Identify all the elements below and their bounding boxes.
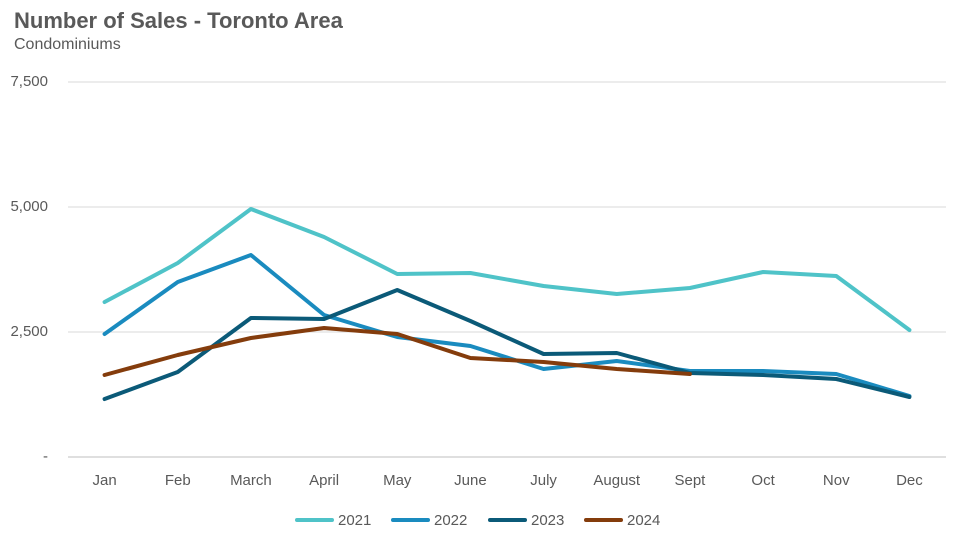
x-tick-label: Feb — [165, 472, 191, 489]
y-tick-label: 2,500 — [10, 323, 48, 340]
x-tick-label: Oct — [751, 472, 775, 489]
series-line — [102, 326, 692, 377]
x-tick-label: August — [593, 472, 641, 489]
legend-label: 2024 — [627, 512, 660, 529]
x-tick-label: Dec — [896, 472, 923, 489]
series-line — [102, 288, 912, 401]
x-tick-label: Jan — [92, 472, 116, 489]
chart-subtitle: Condominiums — [14, 36, 121, 53]
legend-label: 2023 — [531, 512, 564, 529]
x-tick-label: April — [309, 472, 339, 489]
legend-label: 2021 — [338, 512, 371, 529]
x-tick-label: May — [383, 472, 412, 489]
series-line — [102, 253, 912, 398]
y-tick-label: 7,500 — [10, 73, 48, 90]
chart-title: Number of Sales - Toronto Area — [14, 8, 344, 33]
x-tick-label: July — [530, 472, 557, 489]
x-tick-label: Nov — [823, 472, 850, 489]
x-tick-label: June — [454, 472, 487, 489]
legend-label: 2022 — [434, 512, 467, 529]
y-tick-label: - — [43, 448, 48, 465]
y-tick-label: 5,000 — [10, 198, 48, 215]
series-line — [102, 207, 912, 332]
x-tick-label: March — [230, 472, 272, 489]
x-tick-label: Sept — [674, 472, 706, 489]
